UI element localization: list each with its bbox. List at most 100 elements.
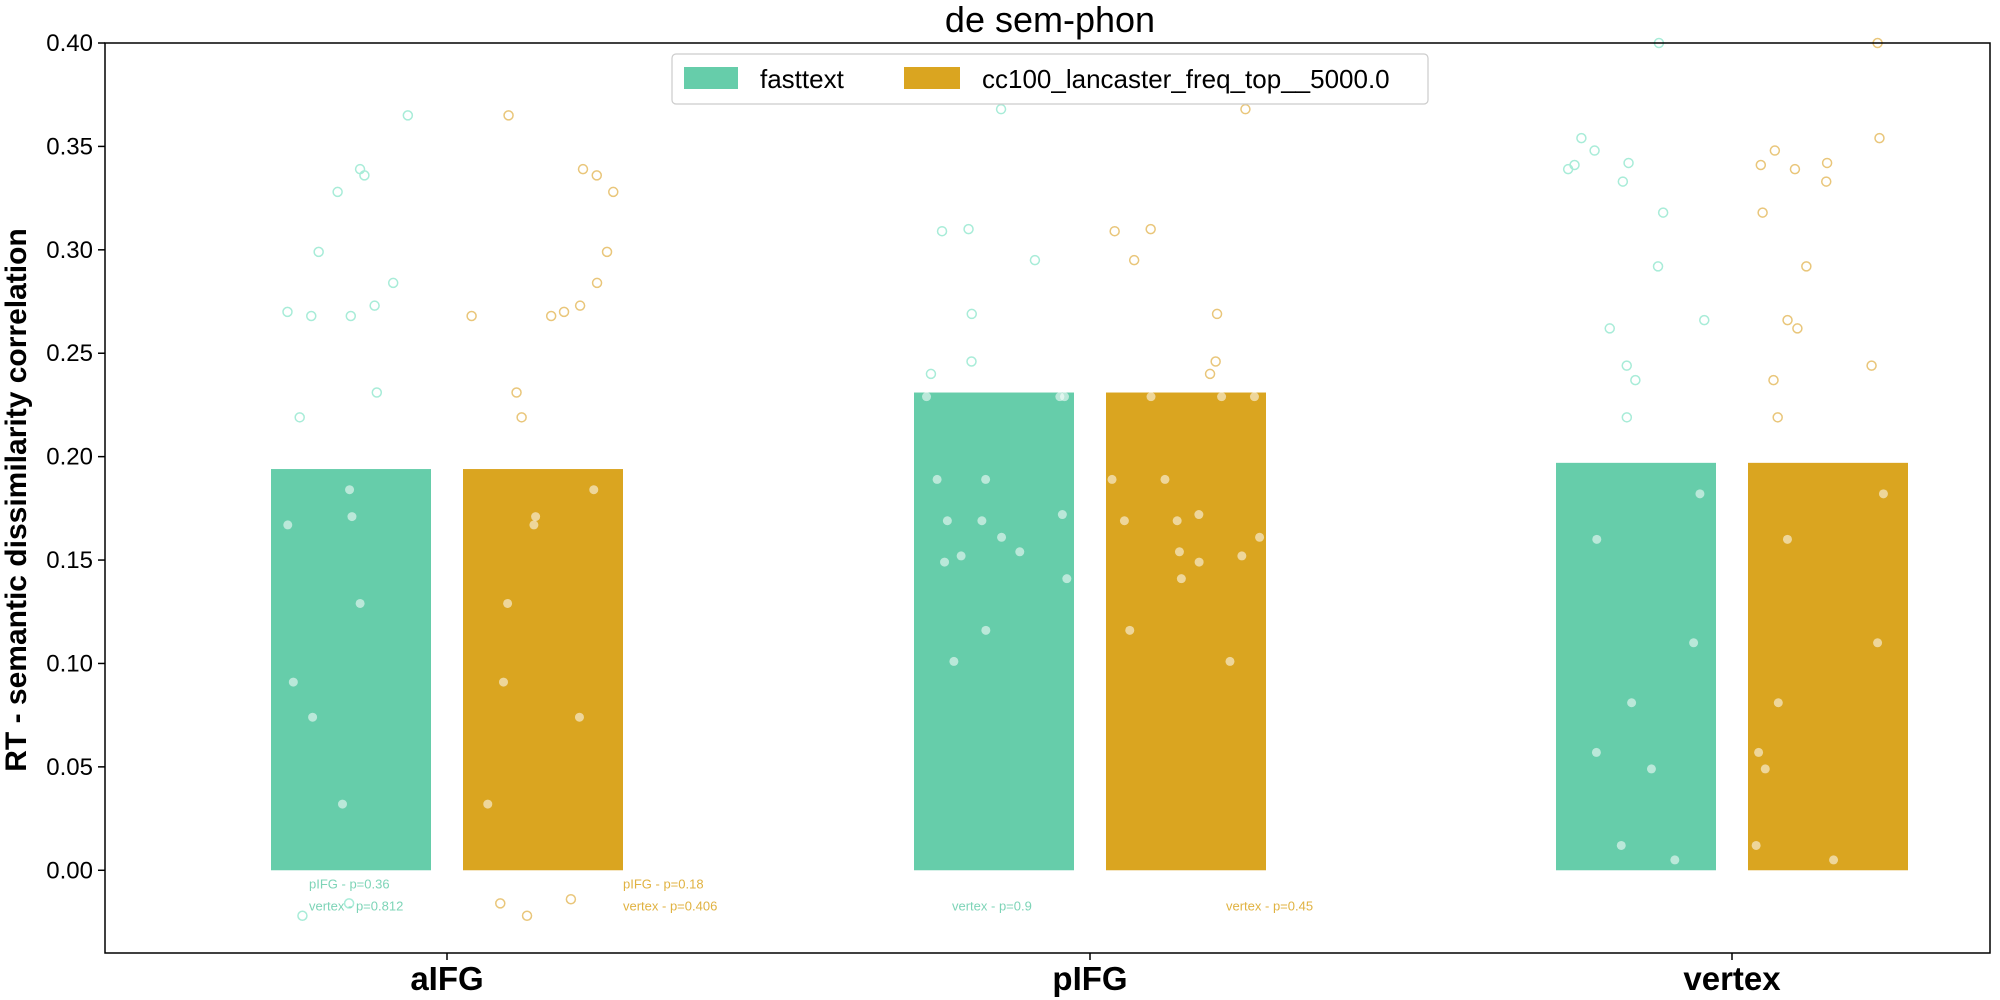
data-point-filled: [942, 516, 952, 526]
data-point-open: [936, 225, 948, 237]
data-point-filled: [956, 551, 966, 561]
data-point-open: [591, 170, 603, 181]
p-value-annotation: pIFG - p=0.36: [309, 876, 390, 891]
legend-label-cc100: cc100_lancaster_freq_top__5000.0: [982, 64, 1390, 94]
data-point-open: [1801, 261, 1812, 272]
data-point-open: [574, 300, 586, 311]
data-point-open: [1630, 374, 1641, 386]
data-point-filled: [1591, 747, 1601, 757]
data-point-open: [354, 163, 366, 175]
data-point-filled: [1146, 392, 1156, 402]
data-point-filled: [1873, 638, 1883, 648]
data-point-filled: [1878, 489, 1888, 499]
data-point-open: [1128, 254, 1140, 266]
data-point-open: [466, 310, 477, 322]
data-point-open: [1789, 163, 1801, 175]
data-point-open: [1589, 145, 1600, 156]
annotations-layer: pIFG - p=0.36 vertex - p=0.812 vertex - p=…: [309, 876, 1313, 913]
data-point-filled: [288, 677, 298, 687]
data-point-filled: [977, 516, 987, 526]
data-point-filled: [531, 512, 541, 522]
data-point-filled: [1670, 855, 1680, 865]
data-point-open: [1211, 308, 1223, 320]
bar-pifg-series-0: [914, 392, 1074, 871]
data-point-open: [516, 412, 527, 423]
data-point-filled: [347, 512, 357, 522]
data-point-open: [1562, 163, 1574, 175]
data-point-open: [1029, 254, 1041, 266]
data-point-filled: [337, 799, 347, 809]
p-value-annotation: vertex - p=0.812: [309, 898, 403, 913]
data-point-filled: [997, 532, 1007, 542]
data-point-open: [503, 110, 514, 121]
data-point-filled: [1194, 510, 1204, 520]
y-tick-label: 0.35: [46, 133, 93, 160]
data-point-open: [1604, 323, 1615, 334]
data-point-filled: [499, 677, 509, 687]
x-tick-label-pifg: pIFG: [1052, 960, 1127, 997]
data-point-open: [1874, 132, 1885, 144]
data-point-filled: [283, 520, 293, 530]
y-tick-label: 0.40: [46, 30, 93, 57]
data-point-open: [511, 387, 522, 398]
data-point-open: [925, 368, 937, 380]
data-point-open: [966, 356, 977, 367]
plot-frame: [104, 42, 1991, 954]
data-point-filled: [1225, 656, 1235, 666]
data-point-filled: [1015, 547, 1025, 557]
data-point-open: [601, 246, 613, 258]
data-point-open: [1699, 314, 1710, 326]
data-point-filled: [345, 485, 355, 495]
data-point-open: [1866, 360, 1877, 371]
data-point-open: [521, 910, 533, 922]
data-point-open: [608, 186, 619, 198]
data-point-open: [1621, 412, 1633, 423]
data-point-filled: [1160, 474, 1170, 484]
data-point-filled: [503, 598, 513, 608]
data-point-open: [402, 110, 414, 121]
x-tick-label-aifg: aIFG: [410, 960, 483, 997]
data-point-filled: [1119, 516, 1129, 526]
p-value-annotation: vertex - p=0.406: [623, 898, 717, 913]
p-value-annotation: vertex - p=0.45: [1226, 898, 1313, 913]
data-point-open: [1109, 225, 1120, 237]
legend-swatch-fasttext: [684, 67, 738, 89]
data-point-open: [306, 310, 317, 322]
data-point-filled: [574, 712, 584, 722]
data-point-open: [963, 223, 974, 235]
data-point-filled: [1695, 489, 1705, 499]
data-point-open: [545, 310, 557, 322]
y-tick-label: 0.15: [46, 547, 93, 574]
data-point-filled: [1255, 532, 1265, 542]
data-point-open: [1772, 412, 1783, 423]
data-point-open: [966, 308, 978, 320]
data-point-open: [1768, 374, 1779, 386]
data-point-open: [1623, 157, 1634, 169]
data-point-filled: [940, 557, 950, 567]
p-value-annotation: pIFG - p=0.18: [623, 876, 704, 891]
bar-vertex-series-0: [1556, 462, 1716, 871]
data-point-open: [1792, 323, 1803, 334]
data-point-open: [343, 898, 355, 909]
data-point-filled: [1059, 392, 1069, 402]
p-value-annotation: vertex - p=0.9: [952, 898, 1032, 913]
data-point-filled: [922, 392, 932, 402]
data-point-open: [1821, 157, 1833, 169]
data-point-filled: [1754, 747, 1764, 757]
data-point-open: [495, 898, 506, 909]
data-point-filled: [1646, 764, 1656, 774]
data-point-open: [558, 306, 570, 318]
bar-vertex-series-1: [1748, 462, 1908, 871]
y-tick-label: 0.10: [46, 650, 93, 677]
data-point-filled: [1782, 534, 1792, 544]
data-point-open: [1145, 223, 1156, 235]
data-point-open: [1657, 207, 1669, 218]
data-point-filled: [981, 474, 991, 484]
data-point-open: [1820, 176, 1832, 187]
data-point-filled: [981, 625, 991, 635]
data-point-open: [565, 893, 577, 905]
data-point-filled: [589, 485, 599, 495]
data-point-filled: [1217, 392, 1227, 402]
data-point-open: [577, 163, 589, 175]
